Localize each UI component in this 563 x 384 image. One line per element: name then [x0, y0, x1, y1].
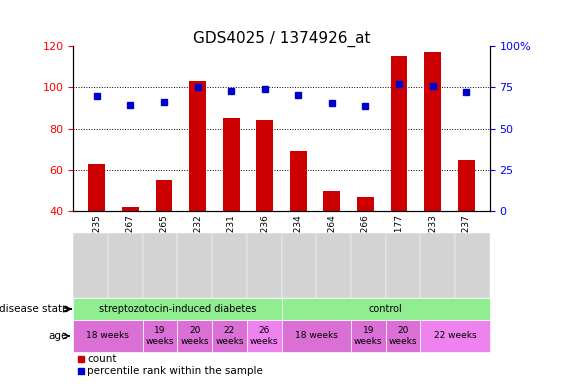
Bar [290, 151, 307, 211]
Text: 20
weeks: 20 weeks [181, 326, 209, 346]
Bar [88, 164, 105, 211]
Bar [458, 160, 475, 211]
Text: 18 weeks: 18 weeks [87, 331, 129, 341]
FancyBboxPatch shape [386, 320, 421, 352]
Bar [324, 190, 340, 211]
FancyBboxPatch shape [421, 320, 490, 352]
FancyBboxPatch shape [108, 233, 142, 298]
Text: 18 weeks: 18 weeks [295, 331, 338, 341]
Text: 22 weeks: 22 weeks [434, 331, 476, 341]
FancyBboxPatch shape [421, 233, 455, 298]
FancyBboxPatch shape [247, 233, 282, 298]
Text: age: age [49, 331, 68, 341]
Bar [223, 118, 239, 211]
FancyBboxPatch shape [282, 298, 490, 320]
FancyBboxPatch shape [282, 233, 316, 298]
Text: streptozotocin-induced diabetes: streptozotocin-induced diabetes [99, 304, 256, 314]
Text: 26
weeks: 26 weeks [250, 326, 278, 346]
Text: control: control [369, 304, 403, 314]
Text: 19
weeks: 19 weeks [354, 326, 382, 346]
FancyBboxPatch shape [386, 233, 421, 298]
Text: 22
weeks: 22 weeks [215, 326, 244, 346]
FancyBboxPatch shape [177, 233, 212, 298]
FancyBboxPatch shape [212, 233, 247, 298]
Bar [391, 56, 408, 211]
Text: 19
weeks: 19 weeks [146, 326, 174, 346]
FancyBboxPatch shape [73, 233, 108, 298]
Text: disease state: disease state [0, 304, 68, 314]
Text: GDS4025 / 1374926_at: GDS4025 / 1374926_at [193, 31, 370, 47]
FancyBboxPatch shape [73, 298, 282, 320]
FancyBboxPatch shape [142, 233, 177, 298]
Bar [189, 81, 206, 211]
Text: percentile rank within the sample: percentile rank within the sample [87, 366, 263, 376]
FancyBboxPatch shape [351, 233, 386, 298]
FancyBboxPatch shape [177, 320, 212, 352]
Bar [425, 52, 441, 211]
FancyBboxPatch shape [212, 320, 247, 352]
Bar [256, 121, 273, 211]
FancyBboxPatch shape [455, 233, 490, 298]
Text: 20
weeks: 20 weeks [389, 326, 417, 346]
Bar [155, 180, 172, 211]
FancyBboxPatch shape [73, 320, 142, 352]
Bar [357, 197, 374, 211]
Text: count: count [87, 354, 117, 364]
FancyBboxPatch shape [247, 320, 282, 352]
FancyBboxPatch shape [142, 320, 177, 352]
FancyBboxPatch shape [316, 233, 351, 298]
Bar [122, 207, 138, 211]
FancyBboxPatch shape [351, 320, 386, 352]
FancyBboxPatch shape [282, 320, 351, 352]
